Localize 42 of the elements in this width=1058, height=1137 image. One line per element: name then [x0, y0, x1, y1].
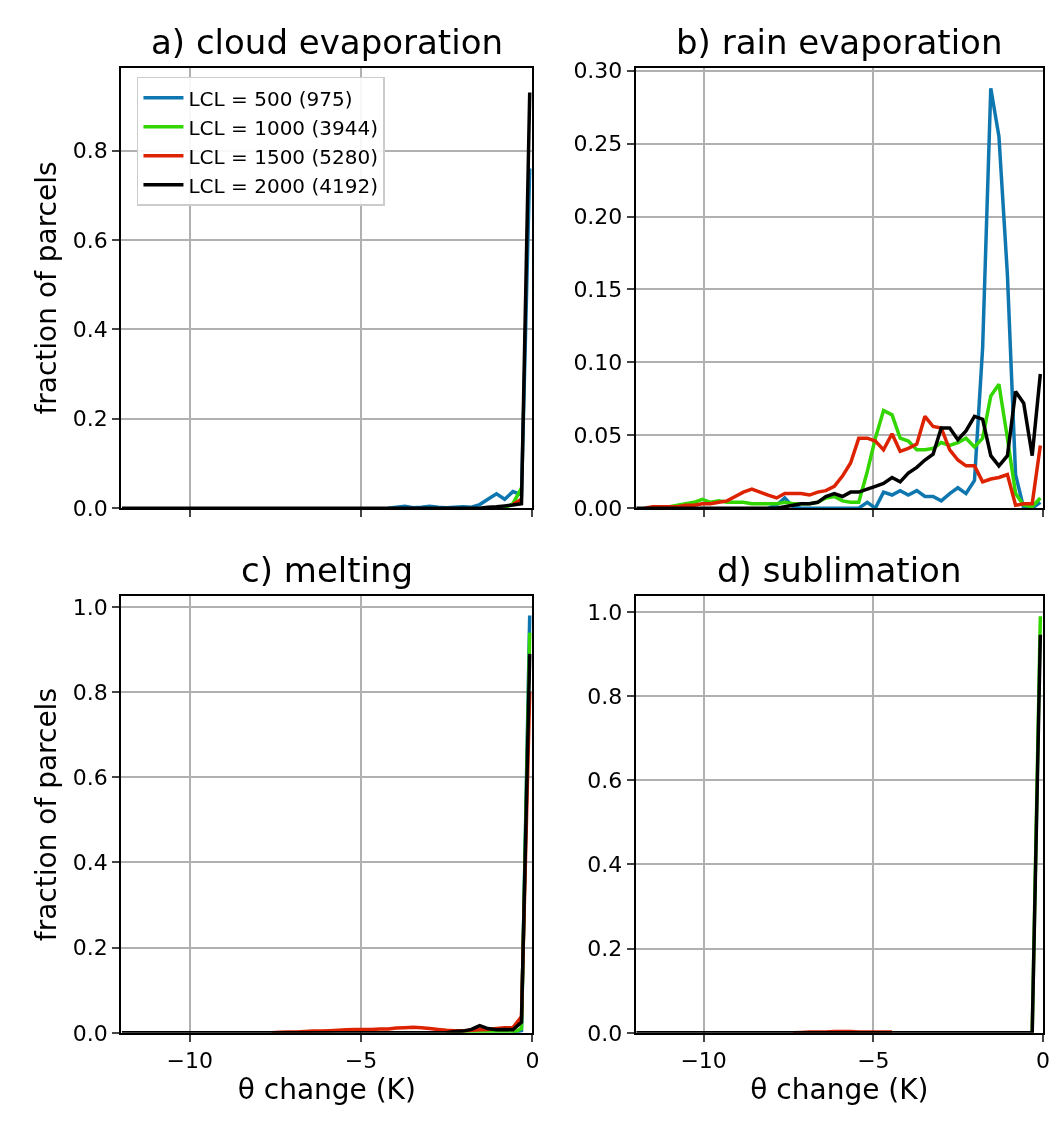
chart-title: b) rain evaporation — [676, 22, 1003, 62]
y-tick-label: 0.20 — [573, 204, 623, 230]
x-axis-title: θ change (K) — [237, 1073, 416, 1107]
x-tick-label: 0 — [525, 1048, 540, 1074]
y-tick-label: 0.05 — [573, 422, 623, 448]
legend-label: LCL = 500 (975) — [188, 86, 353, 111]
y-tick-label: 0.6 — [72, 765, 108, 791]
y-tick-label: 0.8 — [72, 138, 108, 164]
y-tick-label: 0.8 — [587, 683, 623, 709]
y-tick-label: 0.30 — [573, 58, 623, 84]
y-tick-label: 0.4 — [72, 317, 108, 343]
x-tick-label: 0 — [1036, 1048, 1051, 1074]
chart-title: a) cloud evaporation — [151, 22, 503, 62]
y-tick-label: 1.0 — [587, 599, 623, 625]
y-tick-label: 0.4 — [72, 850, 108, 876]
chart-title: c) melting — [241, 550, 414, 590]
x-tick-label: −5 — [344, 1048, 378, 1074]
legend-label: LCL = 2000 (4192) — [188, 173, 378, 198]
legend-label: LCL = 1000 (3944) — [188, 115, 378, 140]
x-tick-label: −5 — [857, 1048, 890, 1074]
y-tick-label: 0.2 — [587, 936, 623, 962]
y-tick-label: 0.6 — [72, 227, 108, 253]
chart-title: d) sublimation — [717, 550, 962, 590]
y-tick-label: 1.0 — [72, 594, 108, 620]
y-tick-label: 0.2 — [72, 935, 108, 961]
y-tick-label: 0.10 — [573, 350, 623, 376]
x-tick-label: −10 — [166, 1048, 213, 1074]
y-tick-label: 0.8 — [72, 679, 108, 705]
y-tick-label: 0.00 — [573, 495, 623, 521]
y-tick-label: 0.6 — [587, 768, 623, 794]
y-tick-label: 0.25 — [573, 131, 623, 157]
y-tick-label: 0.4 — [587, 852, 623, 878]
y-tick-label: 0.0 — [72, 1020, 108, 1046]
y-tick-label: 0.0 — [587, 1020, 623, 1046]
x-tick-label: −10 — [680, 1048, 727, 1074]
y-tick-label: 0.2 — [72, 406, 108, 432]
legend-label: LCL = 1500 (5280) — [188, 144, 378, 169]
y-axis-title: fraction of parcels — [29, 161, 63, 415]
y-tick-label: 0.15 — [573, 277, 623, 303]
y-tick-label: 0.0 — [72, 495, 108, 521]
x-axis-title: θ change (K) — [750, 1073, 929, 1107]
y-axis-title: fraction of parcels — [29, 688, 63, 942]
